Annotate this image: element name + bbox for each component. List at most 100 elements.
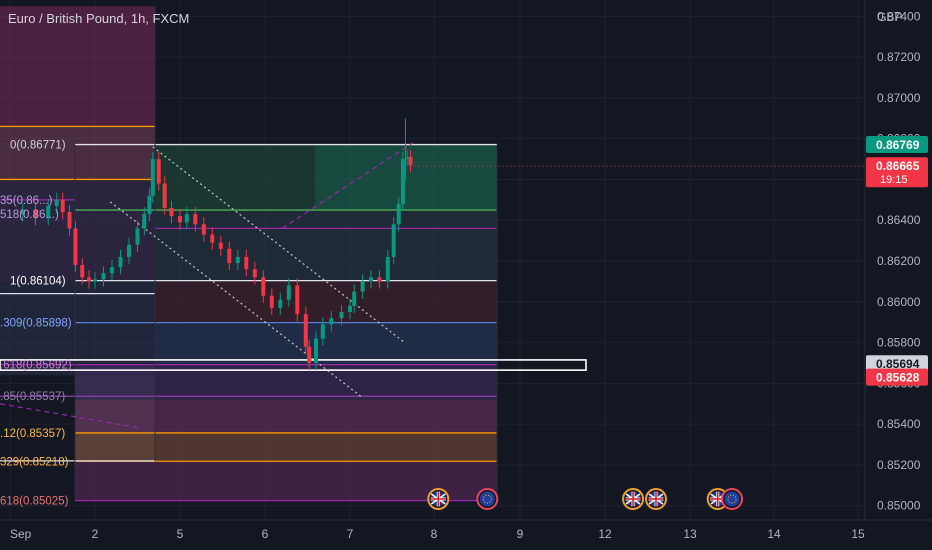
fib-label: .618(0.85692): [0, 360, 72, 372]
fib-zone: [315, 144, 497, 211]
price-badge: [866, 157, 928, 188]
flag-fill: [724, 491, 740, 507]
candle-body: [314, 338, 318, 363]
price-axis-currency: GBP: [877, 10, 903, 24]
time-tick-label: 6: [262, 527, 269, 541]
candle-body: [142, 214, 147, 229]
time-axis-panel[interactable]: [0, 520, 932, 550]
time-tick-label: 12: [598, 527, 612, 541]
candle-body: [227, 248, 232, 264]
candle-body: [252, 269, 257, 278]
candle-body: [80, 265, 85, 278]
time-tick-label: 7: [347, 527, 354, 541]
economic-events: [427, 488, 743, 510]
price-series: [20, 118, 413, 371]
candle-body: [110, 267, 114, 274]
fib-label: 618(0.85025): [0, 496, 69, 508]
candle-body: [295, 285, 300, 315]
fib-zone: [75, 461, 497, 501]
candle-body: [210, 234, 215, 243]
candle-body: [329, 318, 334, 325]
price-tick-label: 0.85000: [877, 499, 921, 513]
candle-body: [20, 210, 25, 215]
price-tick-label: 0.86000: [877, 295, 921, 309]
uk-flag-icon[interactable]: [427, 488, 450, 510]
fib-label: .85(0.85537): [0, 391, 65, 403]
candle-body: [60, 199, 65, 213]
price-badge-label: 0.86769: [876, 138, 920, 152]
candle-body: [156, 159, 161, 184]
candle-body: [147, 195, 152, 215]
candle-body: [169, 208, 174, 217]
fib-zone: [155, 144, 315, 211]
candle-body: [33, 210, 38, 219]
candle-body: [73, 228, 78, 266]
fib-zone: [0, 126, 155, 180]
candle-body: [127, 244, 131, 257]
time-axis-ticks: Sep 2 5 6 7 8 9 12 13 14 15: [10, 527, 865, 541]
eu-flag-icon[interactable]: [476, 488, 499, 510]
fib-levels: [0, 6, 587, 502]
time-tick-label: 14: [767, 527, 781, 541]
fib-label: 518(0.86...): [0, 209, 59, 221]
candle-body: [286, 285, 291, 300]
candle-body: [54, 199, 59, 206]
fib-zone: [155, 210, 497, 281]
candle-body: [385, 256, 390, 282]
candle-body: [101, 273, 106, 280]
candle-body: [87, 277, 92, 282]
candle-body: [218, 242, 223, 249]
trendlines: [0, 142, 865, 429]
price-badge: [866, 368, 928, 386]
uk-flag-icon[interactable]: [645, 488, 667, 510]
fib-label: .309(0.85898): [0, 318, 72, 330]
price-tick-label: 0.85200: [877, 458, 921, 472]
time-tick-label: 8: [431, 527, 438, 541]
candle-body: [360, 281, 365, 292]
price-tick-label: 0.85400: [877, 417, 921, 431]
candle-body: [377, 277, 382, 282]
chart-title[interactable]: Euro / British Pound, 1h, FXCM: [8, 11, 190, 26]
price-tick-label: 0.86400: [877, 213, 921, 227]
candle-body: [178, 216, 182, 223]
candle-body: [162, 183, 167, 208]
candle-body: [391, 224, 396, 257]
uk-flag-icon[interactable]: [622, 488, 645, 510]
price-axis-panel[interactable]: [865, 0, 932, 520]
flag-fill: [479, 491, 495, 507]
channel-upper: [152, 146, 405, 344]
candle-body: [352, 291, 357, 306]
candle-body: [405, 157, 410, 160]
candle-body: [278, 299, 283, 308]
eu-flag-icon[interactable]: [721, 488, 743, 510]
price-badge: [866, 355, 928, 373]
time-tick-label: 9: [517, 527, 524, 541]
price-badge-label: 0.85694: [876, 357, 920, 371]
time-tick-label: 2: [92, 527, 99, 541]
candle-body: [193, 214, 198, 225]
candle-body: [235, 256, 240, 264]
time-tick-label: 13: [683, 527, 697, 541]
fib-label: 1(0.86104): [10, 276, 66, 288]
fib-label: 35(0.86...): [0, 195, 53, 207]
price-tick-label: 0.87400: [877, 9, 921, 23]
countdown-label: 19:15: [880, 174, 908, 186]
candle-body: [67, 212, 72, 229]
price-tick-label: 0.87200: [877, 50, 921, 64]
candle-body: [339, 312, 344, 319]
candle-body: [201, 224, 206, 235]
candle-body: [184, 214, 189, 223]
candle-body: [135, 228, 140, 245]
candle-body: [269, 295, 274, 308]
price-badge-label: 0.85628: [876, 371, 920, 385]
fib-label: 0(0.86771): [10, 140, 66, 152]
candle-body: [396, 203, 401, 225]
selection-box: [0, 359, 587, 371]
candle-body: [150, 159, 155, 196]
trend-dashed: [0, 403, 142, 429]
price-tick-label: 0.86200: [877, 254, 921, 268]
trend-dashed: [281, 142, 414, 229]
flag-stars: [727, 494, 737, 504]
candle-body: [320, 324, 325, 339]
